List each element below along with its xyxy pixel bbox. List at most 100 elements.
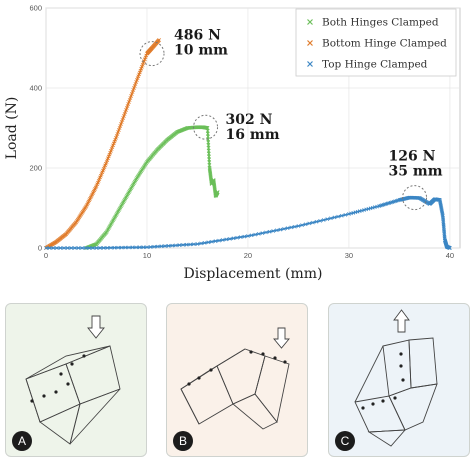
data-point [307,221,312,226]
data-point [133,82,138,86]
data-point [130,90,135,94]
data-point [114,134,119,138]
panel-c-badge: C [335,431,355,451]
data-point [122,114,126,118]
data-point [206,137,211,142]
panel-a: A [5,303,147,457]
data-point [115,132,120,136]
data-point [72,246,77,250]
data-point [54,246,59,250]
data-point [126,102,131,106]
data-point [166,243,171,248]
data-point [119,122,123,126]
load-displacement-chart: 0 200 400 600 0 10 20 30 40 486 N10 mm 302 N16 mm… [4,3,461,282]
data-point [112,245,117,250]
legend-box [295,8,457,77]
x-tick-label: 10 [143,251,151,260]
panel-c: C [328,303,470,457]
data-point [205,128,210,133]
data-point [134,245,139,250]
data-point [205,126,210,130]
annotation-force: 486 N [174,28,221,44]
data-point [119,245,124,250]
data-point [274,228,279,233]
data-point [213,239,218,244]
data-point [145,245,149,250]
down-arrow-icon [87,315,105,339]
data-point [109,245,113,250]
data-point [116,128,121,132]
data-point [206,143,211,148]
data-point [51,246,56,250]
data-point [47,246,52,250]
data-point [440,212,445,217]
data-point [206,148,211,153]
data-point [207,160,212,165]
annotation-displacement: 16 mm [226,127,280,143]
data-point [177,243,182,248]
data-point [76,246,81,250]
data-point [125,104,130,108]
x-tick-label: 30 [345,251,353,260]
annotation-force: 302 N [226,112,273,128]
data-point [118,124,123,128]
data-point [314,219,319,224]
data-point [448,246,452,250]
data-point [121,116,126,120]
data-point [264,230,268,235]
data-point [80,246,84,250]
data-point [199,241,203,246]
data-point [329,216,333,221]
annotation-force: 126 N [389,149,436,165]
data-point [83,246,88,250]
data-point [181,243,185,247]
data-point [318,218,322,223]
data-point [58,246,63,250]
data-point [101,246,106,250]
data-point [127,100,131,104]
panel-b: B [166,303,308,457]
data-point [224,237,229,242]
data-point [98,246,102,250]
data-point [128,96,133,100]
data-point [207,154,211,159]
data-point [127,245,131,250]
data-point [129,92,134,96]
data-point [238,235,243,240]
data-point [215,190,220,194]
grid [45,7,460,249]
annotation-circle [193,114,219,140]
data-point [116,130,121,134]
legend-label: Both Hinges Clamped [322,17,439,29]
legend-marker [307,19,313,25]
configuration-b-drawing [180,327,290,430]
data-point [157,38,161,42]
data-point [90,246,95,250]
data-point [292,224,297,229]
data-point [195,242,200,246]
data-point [65,246,70,250]
data-point [123,110,128,114]
data-point [131,88,136,92]
data-point [120,118,125,122]
data-point [325,217,330,222]
data-point [69,246,74,250]
data-point [206,140,211,145]
panel-a-badge: A [12,431,32,451]
data-point [289,225,294,230]
y-axis-title: Load (N) [4,97,20,160]
data-point [170,243,175,248]
data-point [253,232,258,237]
data-point [217,238,221,243]
data-point [148,245,153,249]
x-tick-label: 20 [244,251,252,260]
data-point [116,245,121,250]
data-point [137,245,142,250]
data-point [117,126,122,130]
legend: Both Hinges Clamped Bottom Hinge Clamped T… [295,8,457,77]
annotation-displacement: 35 mm [389,164,443,180]
data-point [210,239,214,244]
legend-label: Top Hinge Clamped [322,59,428,71]
y-tick-label: 600 [29,4,42,13]
data-point [278,227,283,232]
